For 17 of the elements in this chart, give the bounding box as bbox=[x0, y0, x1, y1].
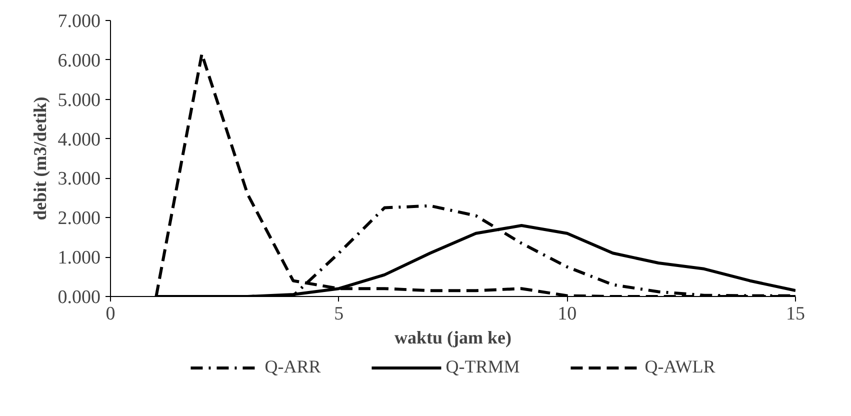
y-tick-label: 4.000 bbox=[58, 129, 100, 150]
x-axis-title: waktu (jam ke) bbox=[394, 328, 512, 348]
x-tick-label: 10 bbox=[558, 304, 577, 324]
x-tick-label: 0 bbox=[106, 304, 116, 324]
y-tick-label: 2.000 bbox=[58, 208, 100, 230]
legend-label: Q-AWLR bbox=[644, 356, 716, 378]
y-tick-label: 6.000 bbox=[58, 50, 100, 72]
y-tick-label: 1.000 bbox=[58, 248, 100, 269]
y-tick-label: 7.000 bbox=[58, 11, 100, 32]
y-axis-title: debit (m3/detik) bbox=[30, 96, 50, 220]
x-tick-label: 15 bbox=[786, 304, 805, 324]
legend-label: Q-ARR bbox=[264, 356, 321, 378]
y-tick-label: 0.000 bbox=[58, 287, 100, 308]
legend-label: Q-TRMM bbox=[446, 356, 520, 378]
y-tick-label: 5.000 bbox=[58, 90, 100, 111]
y-tick-label: 3.000 bbox=[58, 168, 100, 190]
x-tick-label: 5 bbox=[334, 304, 344, 324]
